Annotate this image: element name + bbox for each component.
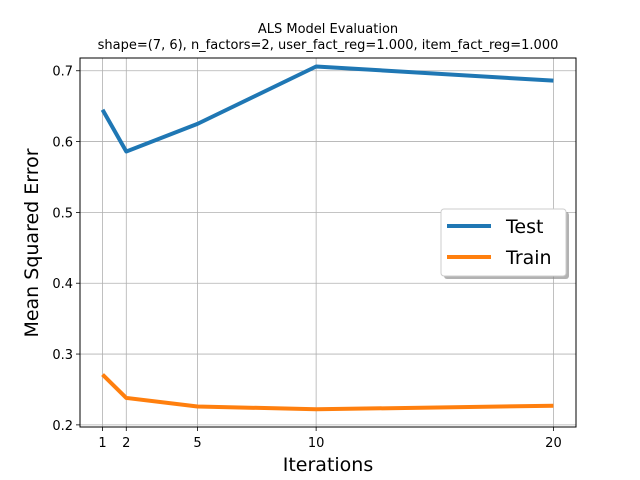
legend: Test Train <box>440 208 569 279</box>
plot-lines <box>100 64 554 412</box>
chart-title: ALS Model Evaluation <box>258 22 398 37</box>
series-line-test <box>100 64 554 154</box>
x-tick-label: 5 <box>193 436 201 451</box>
y-tick-label: 0.6 <box>52 136 73 151</box>
y-tick-label: 0.2 <box>52 419 73 434</box>
y-axis-label: Mean Squared Error <box>21 148 43 337</box>
x-tick-label: 2 <box>122 436 130 451</box>
x-tick-label: 20 <box>545 436 562 451</box>
plot-frame <box>79 57 577 428</box>
x-tick-label: 10 <box>308 436 325 451</box>
y-tick-label: 0.5 <box>52 206 73 221</box>
legend-label-test: Test <box>505 216 543 238</box>
y-tick-label: 0.3 <box>52 348 73 363</box>
y-tick-label: 0.4 <box>52 277 73 292</box>
y-axis-ticks: 0.2 0.3 0.4 0.5 0.6 0.7 <box>52 65 80 434</box>
x-axis-ticks: 1 2 5 10 20 <box>98 427 562 451</box>
x-axis-label: Iterations <box>283 454 374 476</box>
y-tick-label: 0.7 <box>52 65 73 80</box>
series-line-train <box>101 373 554 412</box>
x-tick-label: 1 <box>98 436 106 451</box>
legend-label-train: Train <box>505 247 552 269</box>
chart-subtitle: shape=(7, 6), n_factors=2, user_fact_reg… <box>98 38 559 53</box>
